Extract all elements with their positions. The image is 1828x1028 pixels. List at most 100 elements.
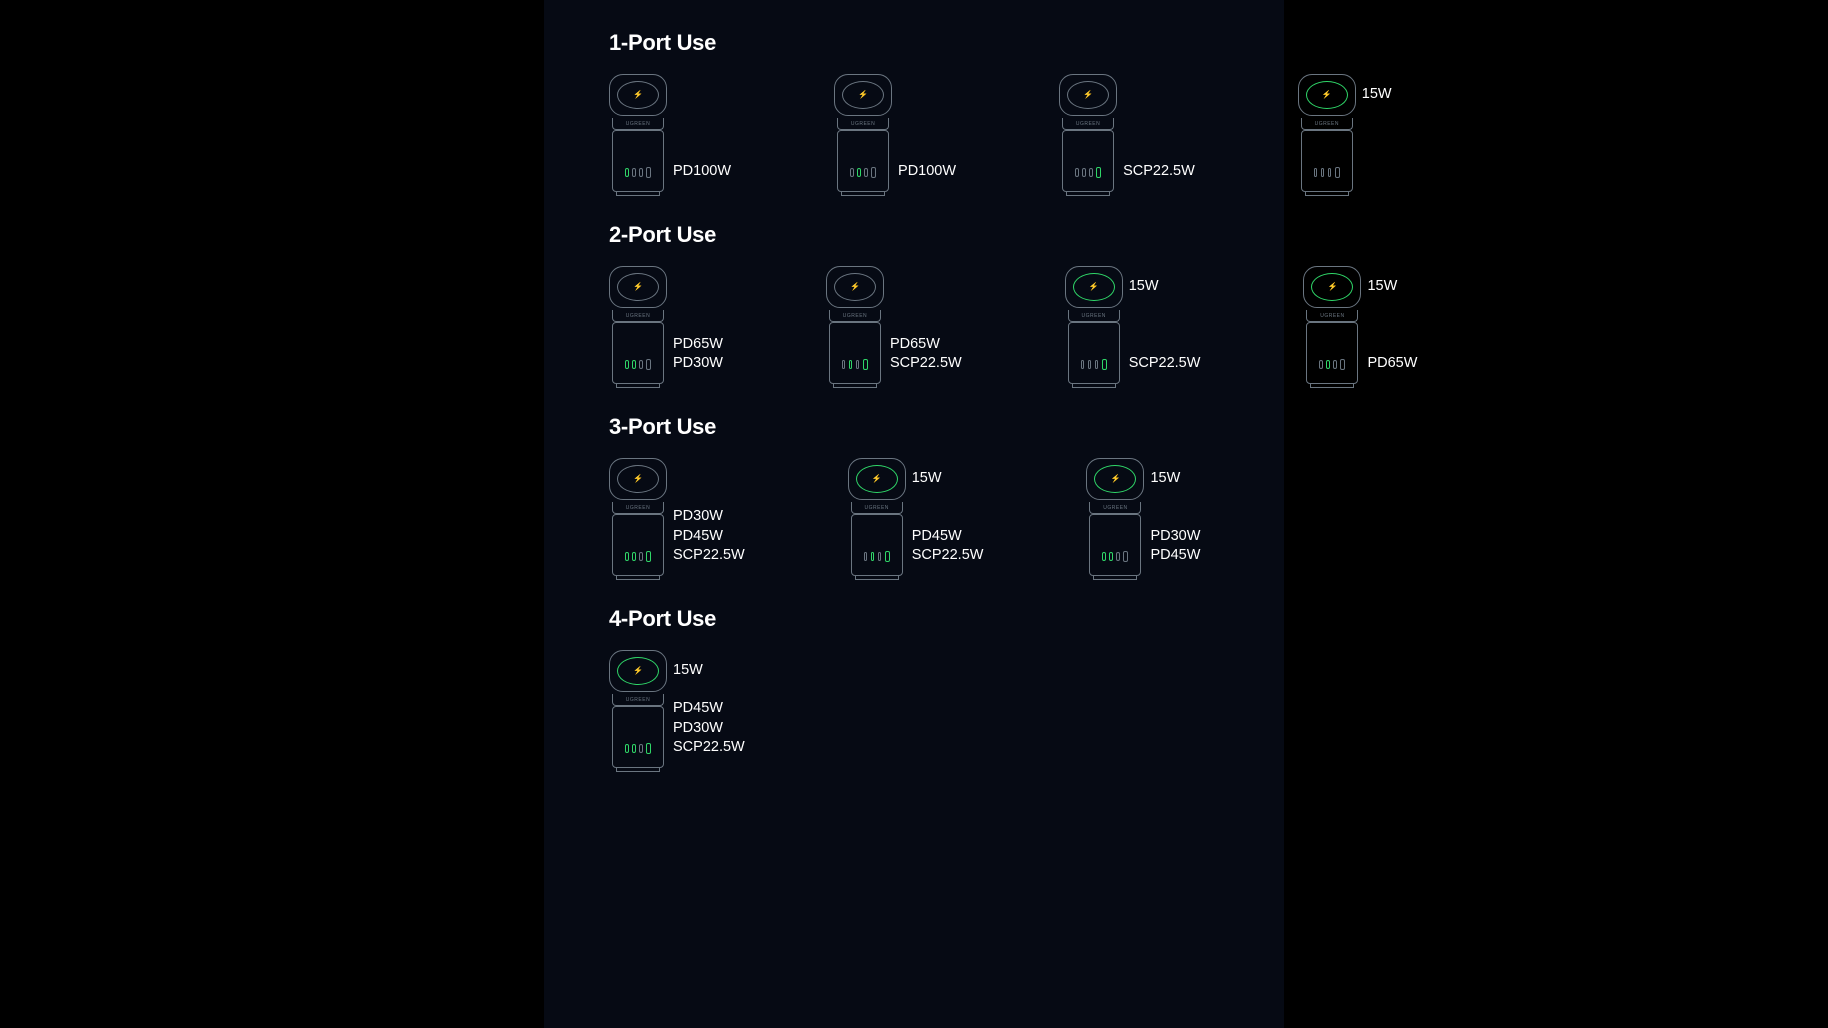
config-cell: ⚡ UGREEN 15W SCP22.5W bbox=[1065, 266, 1201, 384]
device-stand bbox=[616, 768, 660, 772]
config-cell: ⚡UGREEN15WPD45WSCP22.5W bbox=[848, 458, 984, 576]
wattage-label: PD65W bbox=[1367, 354, 1417, 374]
wireless-ring: ⚡ bbox=[617, 273, 659, 301]
usb-c-port-icon bbox=[1333, 360, 1337, 369]
usb-c-port-icon bbox=[1328, 168, 1332, 177]
usb-a-port-icon bbox=[646, 551, 651, 562]
wireless-wattage-label: 15W bbox=[1129, 278, 1159, 294]
usb-c-port-icon bbox=[857, 168, 861, 177]
wattage-label: PD30W bbox=[673, 507, 745, 527]
wattage-label: PD30W bbox=[673, 719, 745, 739]
wireless-pad: ⚡ bbox=[1298, 74, 1356, 116]
wireless-pad: ⚡ bbox=[1065, 266, 1123, 308]
port-row bbox=[1319, 359, 1345, 370]
usb-c-port-icon bbox=[1326, 360, 1330, 369]
usb-c-port-icon bbox=[632, 552, 636, 561]
config-row: ⚡UGREENPD100W⚡UGREENPD100W⚡UGREENSCP22.5… bbox=[609, 74, 1219, 192]
wattage-label: PD45W bbox=[673, 699, 745, 719]
wireless-pad: ⚡ bbox=[848, 458, 906, 500]
usb-c-port-icon bbox=[639, 552, 643, 561]
port-wattage-labels: PD65WSCP22.5W bbox=[890, 266, 962, 384]
config-cell: ⚡UGREENPD30WPD45WSCP22.5W bbox=[609, 458, 745, 576]
usb-c-port-icon bbox=[1082, 168, 1086, 177]
usb-c-port-icon bbox=[625, 552, 629, 561]
device-body bbox=[1062, 130, 1114, 192]
device-body bbox=[612, 514, 664, 576]
port-row bbox=[1075, 167, 1101, 178]
lightning-icon: ⚡ bbox=[633, 91, 643, 99]
usb-c-port-icon bbox=[850, 168, 854, 177]
wattage-label: PD65W bbox=[890, 335, 962, 355]
usb-c-port-icon bbox=[1075, 168, 1079, 177]
charger-device-diagram: ⚡UGREEN bbox=[609, 650, 667, 768]
device-stand bbox=[1305, 192, 1349, 196]
usb-a-port-icon bbox=[646, 359, 651, 370]
config-cell: ⚡UGREENSCP22.5W bbox=[1059, 74, 1195, 192]
wireless-ring: ⚡ bbox=[617, 657, 659, 685]
wattage-label: SCP22.5W bbox=[673, 738, 745, 758]
wireless-ring: ⚡ bbox=[834, 273, 876, 301]
device-body bbox=[851, 514, 903, 576]
config-cell: ⚡UGREENPD65WSCP22.5W bbox=[826, 266, 962, 384]
port-row bbox=[1102, 551, 1128, 562]
device-stand bbox=[616, 576, 660, 580]
config-cell: ⚡UGREENPD100W bbox=[609, 74, 731, 192]
usb-c-port-icon bbox=[639, 744, 643, 753]
port-row bbox=[625, 551, 651, 562]
usb-c-port-icon bbox=[1109, 552, 1113, 561]
device-stand bbox=[1093, 576, 1137, 580]
lightning-icon: ⚡ bbox=[1083, 91, 1093, 99]
wireless-pad: ⚡ bbox=[1059, 74, 1117, 116]
brand-label: UGREEN bbox=[1068, 310, 1120, 322]
wireless-wattage-label: 15W bbox=[912, 470, 942, 486]
wireless-ring: ⚡ bbox=[1094, 465, 1136, 493]
wattage-label: SCP22.5W bbox=[912, 546, 984, 566]
wireless-pad: ⚡ bbox=[609, 74, 667, 116]
wattage-label: SCP22.5W bbox=[1123, 162, 1195, 182]
wireless-wattage-label: 15W bbox=[1150, 470, 1180, 486]
port-row bbox=[625, 359, 651, 370]
port-row bbox=[850, 167, 876, 178]
wattage-label: PD30W bbox=[1150, 527, 1200, 547]
usb-a-port-icon bbox=[1340, 359, 1345, 370]
wattage-label: PD100W bbox=[673, 162, 731, 182]
brand-label: UGREEN bbox=[1301, 118, 1353, 130]
device-body bbox=[1306, 322, 1358, 384]
config-cell: ⚡UGREEN 15W PD45WPD30WSCP22.5W bbox=[609, 650, 745, 768]
device-body bbox=[1068, 322, 1120, 384]
wattage-label: PD45W bbox=[1150, 546, 1200, 566]
usb-a-port-icon bbox=[1335, 167, 1340, 178]
usb-c-port-icon bbox=[632, 168, 636, 177]
brand-label: UGREEN bbox=[612, 310, 664, 322]
wireless-wattage-label: 15W bbox=[673, 662, 703, 678]
port-row bbox=[1081, 359, 1107, 370]
wattage-label: PD100W bbox=[898, 162, 956, 182]
wireless-ring: ⚡ bbox=[617, 465, 659, 493]
wireless-ring: ⚡ bbox=[1073, 273, 1115, 301]
usb-c-port-icon bbox=[871, 552, 875, 561]
wireless-pad: ⚡ bbox=[609, 458, 667, 500]
lightning-icon: ⚡ bbox=[1089, 283, 1099, 291]
wattage-label: PD65W bbox=[673, 335, 723, 355]
config-row: ⚡UGREENPD65WPD30W⚡UGREENPD65WSCP22.5W⚡UG… bbox=[609, 266, 1219, 384]
usb-a-port-icon bbox=[1096, 167, 1101, 178]
device-stand bbox=[616, 192, 660, 196]
usb-c-port-icon bbox=[639, 168, 643, 177]
wattage-label: PD45W bbox=[912, 527, 984, 547]
wireless-ring: ⚡ bbox=[1306, 81, 1348, 109]
section-title: 2-Port Use bbox=[609, 222, 1219, 248]
usb-a-port-icon bbox=[871, 167, 876, 178]
section-title: 1-Port Use bbox=[609, 30, 1219, 56]
wireless-pad: ⚡ bbox=[609, 266, 667, 308]
lightning-icon: ⚡ bbox=[872, 475, 882, 483]
device-stand bbox=[855, 576, 899, 580]
usb-a-port-icon bbox=[1102, 359, 1107, 370]
port-row bbox=[625, 743, 651, 754]
wattage-label: PD30W bbox=[673, 354, 723, 374]
brand-label: UGREEN bbox=[612, 502, 664, 514]
device-stand bbox=[616, 384, 660, 388]
section-title: 3-Port Use bbox=[609, 414, 1219, 440]
wattage-label: SCP22.5W bbox=[1129, 354, 1201, 374]
wattage-label: SCP22.5W bbox=[673, 546, 745, 566]
usb-c-port-icon bbox=[1081, 360, 1085, 369]
